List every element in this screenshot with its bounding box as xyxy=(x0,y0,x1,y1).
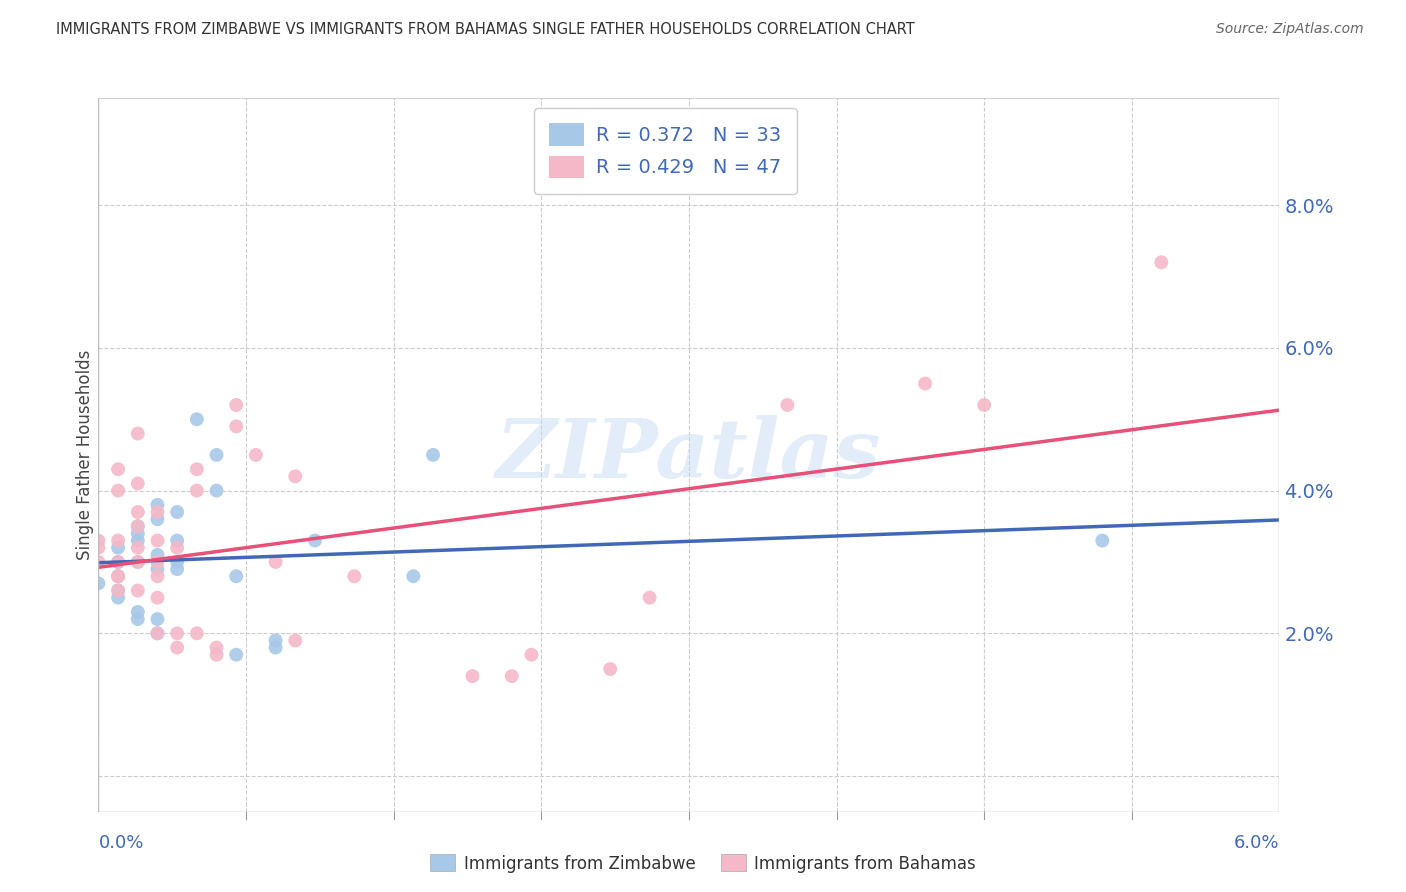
Point xyxy=(973,398,995,412)
Point xyxy=(146,562,169,576)
Point xyxy=(146,505,169,519)
Point xyxy=(1150,255,1173,269)
Text: Source: ZipAtlas.com: Source: ZipAtlas.com xyxy=(1216,22,1364,37)
Point xyxy=(87,541,110,555)
Point xyxy=(127,505,149,519)
Point xyxy=(127,555,149,569)
Point xyxy=(107,569,129,583)
Point xyxy=(146,626,169,640)
Point xyxy=(146,498,169,512)
Text: IMMIGRANTS FROM ZIMBABWE VS IMMIGRANTS FROM BAHAMAS SINGLE FATHER HOUSEHOLDS COR: IMMIGRANTS FROM ZIMBABWE VS IMMIGRANTS F… xyxy=(56,22,915,37)
Point xyxy=(166,640,188,655)
Point xyxy=(146,626,169,640)
Point xyxy=(599,662,621,676)
Point xyxy=(107,583,129,598)
Text: 6.0%: 6.0% xyxy=(1234,834,1279,852)
Legend: R = 0.372   N = 33, R = 0.429   N = 47: R = 0.372 N = 33, R = 0.429 N = 47 xyxy=(534,108,797,194)
Point xyxy=(127,533,149,548)
Point xyxy=(107,555,129,569)
Point xyxy=(87,576,110,591)
Point xyxy=(914,376,936,391)
Point xyxy=(166,541,188,555)
Point xyxy=(638,591,661,605)
Point xyxy=(166,562,188,576)
Point xyxy=(166,555,188,569)
Point xyxy=(107,483,129,498)
Point xyxy=(127,555,149,569)
Point xyxy=(127,426,149,441)
Text: 0.0%: 0.0% xyxy=(98,834,143,852)
Point xyxy=(186,462,208,476)
Point xyxy=(87,555,110,569)
Point xyxy=(146,512,169,526)
Point xyxy=(1091,533,1114,548)
Point xyxy=(146,612,169,626)
Point xyxy=(461,669,484,683)
Point xyxy=(107,555,129,569)
Point xyxy=(166,626,188,640)
Point xyxy=(520,648,543,662)
Point xyxy=(343,569,366,583)
Point xyxy=(107,583,129,598)
Point xyxy=(146,533,169,548)
Point xyxy=(107,462,129,476)
Point xyxy=(264,633,287,648)
Text: ZIPatlas: ZIPatlas xyxy=(496,415,882,495)
Point xyxy=(127,605,149,619)
Point xyxy=(186,483,208,498)
Point xyxy=(402,569,425,583)
Point xyxy=(304,533,326,548)
Point xyxy=(127,526,149,541)
Point xyxy=(422,448,444,462)
Point xyxy=(186,412,208,426)
Point xyxy=(107,569,129,583)
Point xyxy=(127,519,149,533)
Point xyxy=(205,640,228,655)
Point xyxy=(127,541,149,555)
Point xyxy=(284,469,307,483)
Point xyxy=(146,569,169,583)
Point xyxy=(127,519,149,533)
Point xyxy=(146,591,169,605)
Point xyxy=(264,555,287,569)
Point xyxy=(284,633,307,648)
Point xyxy=(264,640,287,655)
Point xyxy=(127,583,149,598)
Point xyxy=(186,626,208,640)
Point xyxy=(166,505,188,519)
Point xyxy=(225,419,247,434)
Point xyxy=(127,612,149,626)
Point xyxy=(225,648,247,662)
Point xyxy=(225,569,247,583)
Point xyxy=(146,548,169,562)
Point xyxy=(107,533,129,548)
Point xyxy=(225,398,247,412)
Point xyxy=(107,591,129,605)
Point xyxy=(107,569,129,583)
Point xyxy=(166,533,188,548)
Point xyxy=(776,398,799,412)
Legend: Immigrants from Zimbabwe, Immigrants from Bahamas: Immigrants from Zimbabwe, Immigrants fro… xyxy=(423,847,983,880)
Point xyxy=(245,448,267,462)
Point xyxy=(107,541,129,555)
Point xyxy=(87,533,110,548)
Point xyxy=(146,555,169,569)
Point xyxy=(205,648,228,662)
Point xyxy=(127,476,149,491)
Point xyxy=(205,483,228,498)
Point xyxy=(501,669,523,683)
Point xyxy=(205,448,228,462)
Y-axis label: Single Father Households: Single Father Households xyxy=(76,350,94,560)
